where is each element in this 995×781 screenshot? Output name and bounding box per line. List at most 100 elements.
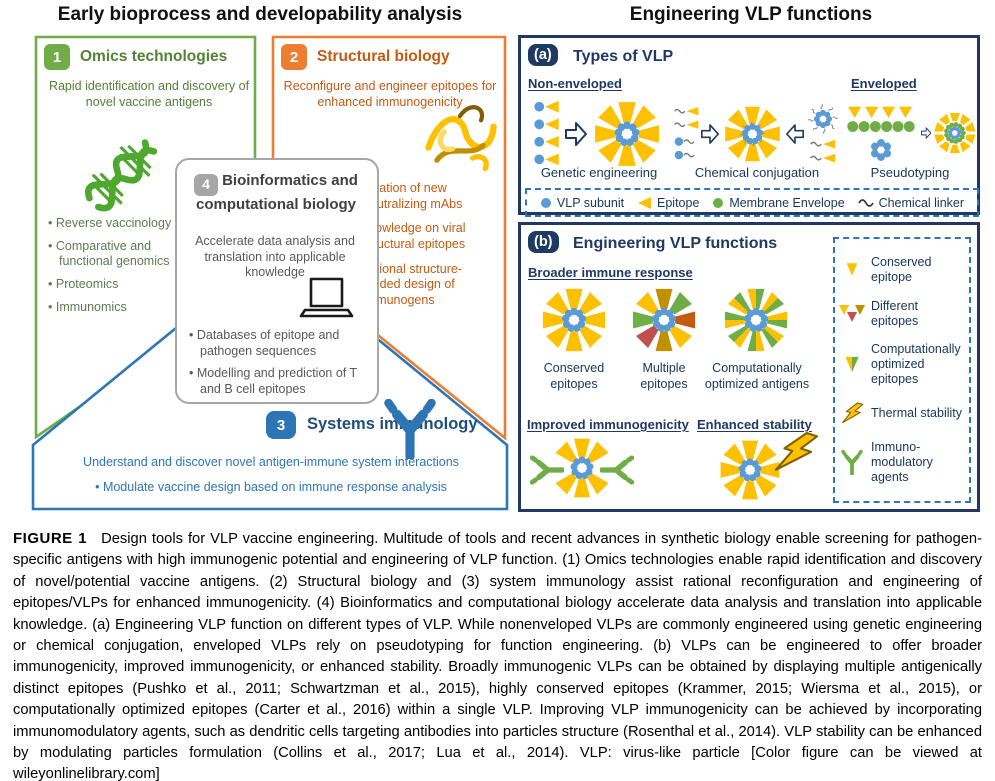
method-label: Chemical conjugation (694, 165, 820, 180)
subunit-epitope-icons (534, 100, 559, 166)
legend-item: Chemical linker (857, 196, 964, 210)
list-item: Immunomics (48, 300, 186, 316)
different-epitopes-icon (839, 304, 865, 322)
arrow-left-icon (785, 124, 805, 144)
linker-epitope-icons (674, 106, 699, 160)
bioinformatics-bullet-list: Databases of epitope and pathogen sequen… (189, 328, 365, 405)
arrow-icon (921, 127, 932, 139)
arrow-icon (565, 122, 587, 146)
conserved-epitopes-vlp-icon (542, 288, 606, 352)
method-label: Pseudotyping (870, 165, 950, 180)
structural-bullet-list: Isolation of new neutralizing mAbs Knowl… (352, 181, 480, 315)
vlp-star-icon (595, 102, 659, 166)
panel-a-title: Types of VLP (573, 48, 674, 65)
legend-item: VLP subunit (540, 196, 624, 210)
star-label: Multiple epitopes (640, 361, 688, 391)
bioinformatics-box-title: 4 Bioinformatics and computational biolog… (194, 172, 358, 213)
right-section-heading: Engineering VLP functions (629, 4, 873, 25)
method-label: Genetic engineering (540, 165, 658, 180)
legend-item: Different epitopes (839, 299, 965, 329)
panel-b: (b) Engineering VLP functions Broader im… (518, 222, 980, 512)
pseudotyping-group (843, 90, 977, 176)
enveloped-vlp-icon (934, 112, 976, 154)
left-section-heading: Early bioprocess and developability anal… (57, 4, 463, 25)
legend-item: Computationally optimized epitopes (839, 342, 965, 387)
thermal-stability-icon (841, 402, 863, 424)
figure-caption-label: FIGURE 1 (13, 530, 88, 547)
panel-a-badge: (a) (528, 44, 558, 66)
vlp-subunit-icon (540, 197, 551, 208)
immunomodulatory-agent-icon (841, 450, 863, 475)
star-label: Computationally optimized antigens (704, 361, 810, 391)
multiple-epitopes-vlp-icon (632, 288, 696, 352)
improved-immunogenicity-icon (535, 433, 631, 505)
number-badge-4: 4 (194, 173, 219, 196)
list-item: Knowledge on viral structural epitopes (352, 221, 480, 252)
panel-b-legend: Conserved epitope Different epitopes Com… (833, 237, 971, 503)
broader-immune-response-label: Broader immune response (528, 265, 693, 280)
optimized-epitope-icon (845, 357, 859, 373)
membrane-chain-column (843, 103, 919, 164)
omics-bullet-list: Reverse vaccinology Comparative and func… (48, 216, 186, 322)
conserved-epitope-icon (846, 263, 858, 277)
panel-a-legend: VLP subunit Epitope Membrane Envelope Ch… (525, 188, 979, 217)
omics-box-title: Omics technologies (80, 48, 228, 65)
panel-a: (a) Types of VLP Non-enveloped Enveloped (518, 35, 980, 217)
structural-box-description: Reconfigure and engineer epitopes for en… (283, 79, 497, 109)
list-item: Comparative and functional genomics (48, 239, 186, 270)
panel-b-title: Engineering VLP functions (573, 235, 778, 252)
structural-box-title: Structural biology (317, 48, 450, 65)
arrow-icon (701, 124, 720, 144)
systems-line2: • Modulate vaccine design based on immun… (95, 480, 447, 494)
vlp-core-icon (870, 138, 892, 161)
figure-caption-text: Design tools for VLP vaccine engineering… (13, 531, 982, 781)
membrane-envelope-icon (713, 197, 724, 208)
chemical-conjugation-group (673, 94, 841, 174)
legend-item: Epitope (637, 196, 699, 210)
improved-immunogenicity-label: Improved immunogenicity (527, 417, 689, 432)
systems-line1: Understand and discover novel antigen-im… (83, 455, 459, 469)
lightning-bolt-icon (774, 431, 819, 471)
list-item: Databases of epitope and pathogen sequen… (189, 328, 365, 359)
genetic-engineering-group (525, 94, 673, 174)
number-badge-1: 1 (44, 44, 70, 70)
linker-vlp-column (805, 101, 841, 167)
linker-epitope-icons (810, 139, 836, 163)
antibody-icon (382, 399, 438, 459)
number-badge-3: 3 (266, 411, 296, 439)
enhanced-stability-icon (707, 431, 819, 507)
enhanced-stability-label: Enhanced stability (697, 417, 812, 432)
laptop-icon (299, 277, 354, 318)
list-item: Isolation of new neutralizing mAbs (352, 181, 480, 212)
enveloped-label: Enveloped (851, 76, 917, 91)
list-item: Rational structure-guided design of immu… (352, 262, 480, 309)
bioinformatics-box: 4 Bioinformatics and computational biolog… (175, 158, 379, 404)
legend-item: Thermal stability (839, 401, 965, 426)
vlp-star-linked-icon (725, 106, 780, 162)
legend-item: Immuno-modulatory agents (839, 440, 965, 485)
legend-item: Conserved epitope (839, 255, 965, 285)
panel-b-badge: (b) (528, 231, 559, 253)
antibody-icon (530, 454, 564, 486)
list-item: Proteomics (48, 277, 186, 293)
tools-diagram: 1 Omics technologies Rapid identificatio… (30, 33, 512, 515)
membrane-epitope-chain-icon (847, 106, 915, 132)
list-item: Modelling and prediction of T and B cell… (189, 366, 365, 397)
figure-caption: FIGURE 1 Design tools for VLP vaccine eng… (13, 528, 982, 781)
protein-structure-icon (425, 105, 497, 172)
chemical-linker-icon (857, 198, 874, 207)
optimized-epitopes-vlp-icon (724, 288, 788, 352)
list-item: Reverse vaccinology (48, 216, 186, 232)
star-label: Conserved epitopes (543, 361, 605, 391)
omics-box-description: Rapid identification and discovery of no… (48, 79, 250, 109)
antibody-icon (600, 454, 634, 486)
vlp-core-linkers-icon (807, 103, 839, 135)
nonenveloped-label: Non-enveloped (528, 76, 622, 91)
dna-helix-icon (85, 139, 158, 212)
bioinformatics-box-description: Accelerate data analysis and translation… (195, 234, 355, 280)
number-badge-2: 2 (281, 44, 307, 70)
systems-box-title: Systems immunology (307, 415, 478, 433)
epitope-icon (638, 196, 651, 209)
legend-item: Membrane Envelope (712, 196, 845, 210)
